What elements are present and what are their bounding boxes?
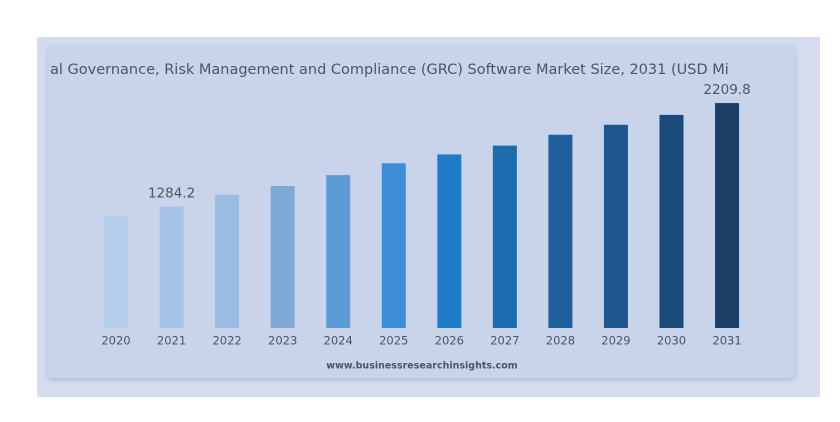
x-tick-label: 2030 — [657, 334, 686, 348]
bar — [270, 185, 295, 328]
bar — [104, 216, 128, 328]
value-label: 1284.2 — [148, 186, 195, 202]
x-tick-label: 2025 — [379, 334, 408, 348]
bar — [548, 134, 573, 328]
x-tick-label: 2022 — [212, 334, 241, 348]
x-tick-label: 2031 — [712, 334, 741, 348]
source: www.businessresearchinsights.com — [326, 361, 517, 372]
x-tick-label: 2024 — [324, 334, 353, 348]
x-tick-label: 2028 — [546, 334, 575, 348]
chart-title: al Governance, Risk Management and Compl… — [50, 62, 729, 78]
x-tick-label: 2027 — [490, 334, 519, 348]
x-tick-label: 2020 — [101, 334, 130, 348]
x-tick-label: 2021 — [157, 334, 186, 348]
bar — [326, 175, 351, 328]
bar — [492, 145, 517, 328]
x-tick-label: 2023 — [268, 334, 297, 348]
bar — [603, 124, 628, 329]
bar — [159, 206, 184, 328]
bar — [381, 163, 406, 328]
bar — [215, 194, 240, 328]
bar — [659, 114, 684, 328]
value-label: 2209.8 — [703, 82, 750, 98]
x-tick-label: 2026 — [435, 334, 464, 348]
bar — [715, 103, 740, 328]
x-tick-label: 2029 — [601, 334, 630, 348]
bar — [437, 154, 462, 328]
